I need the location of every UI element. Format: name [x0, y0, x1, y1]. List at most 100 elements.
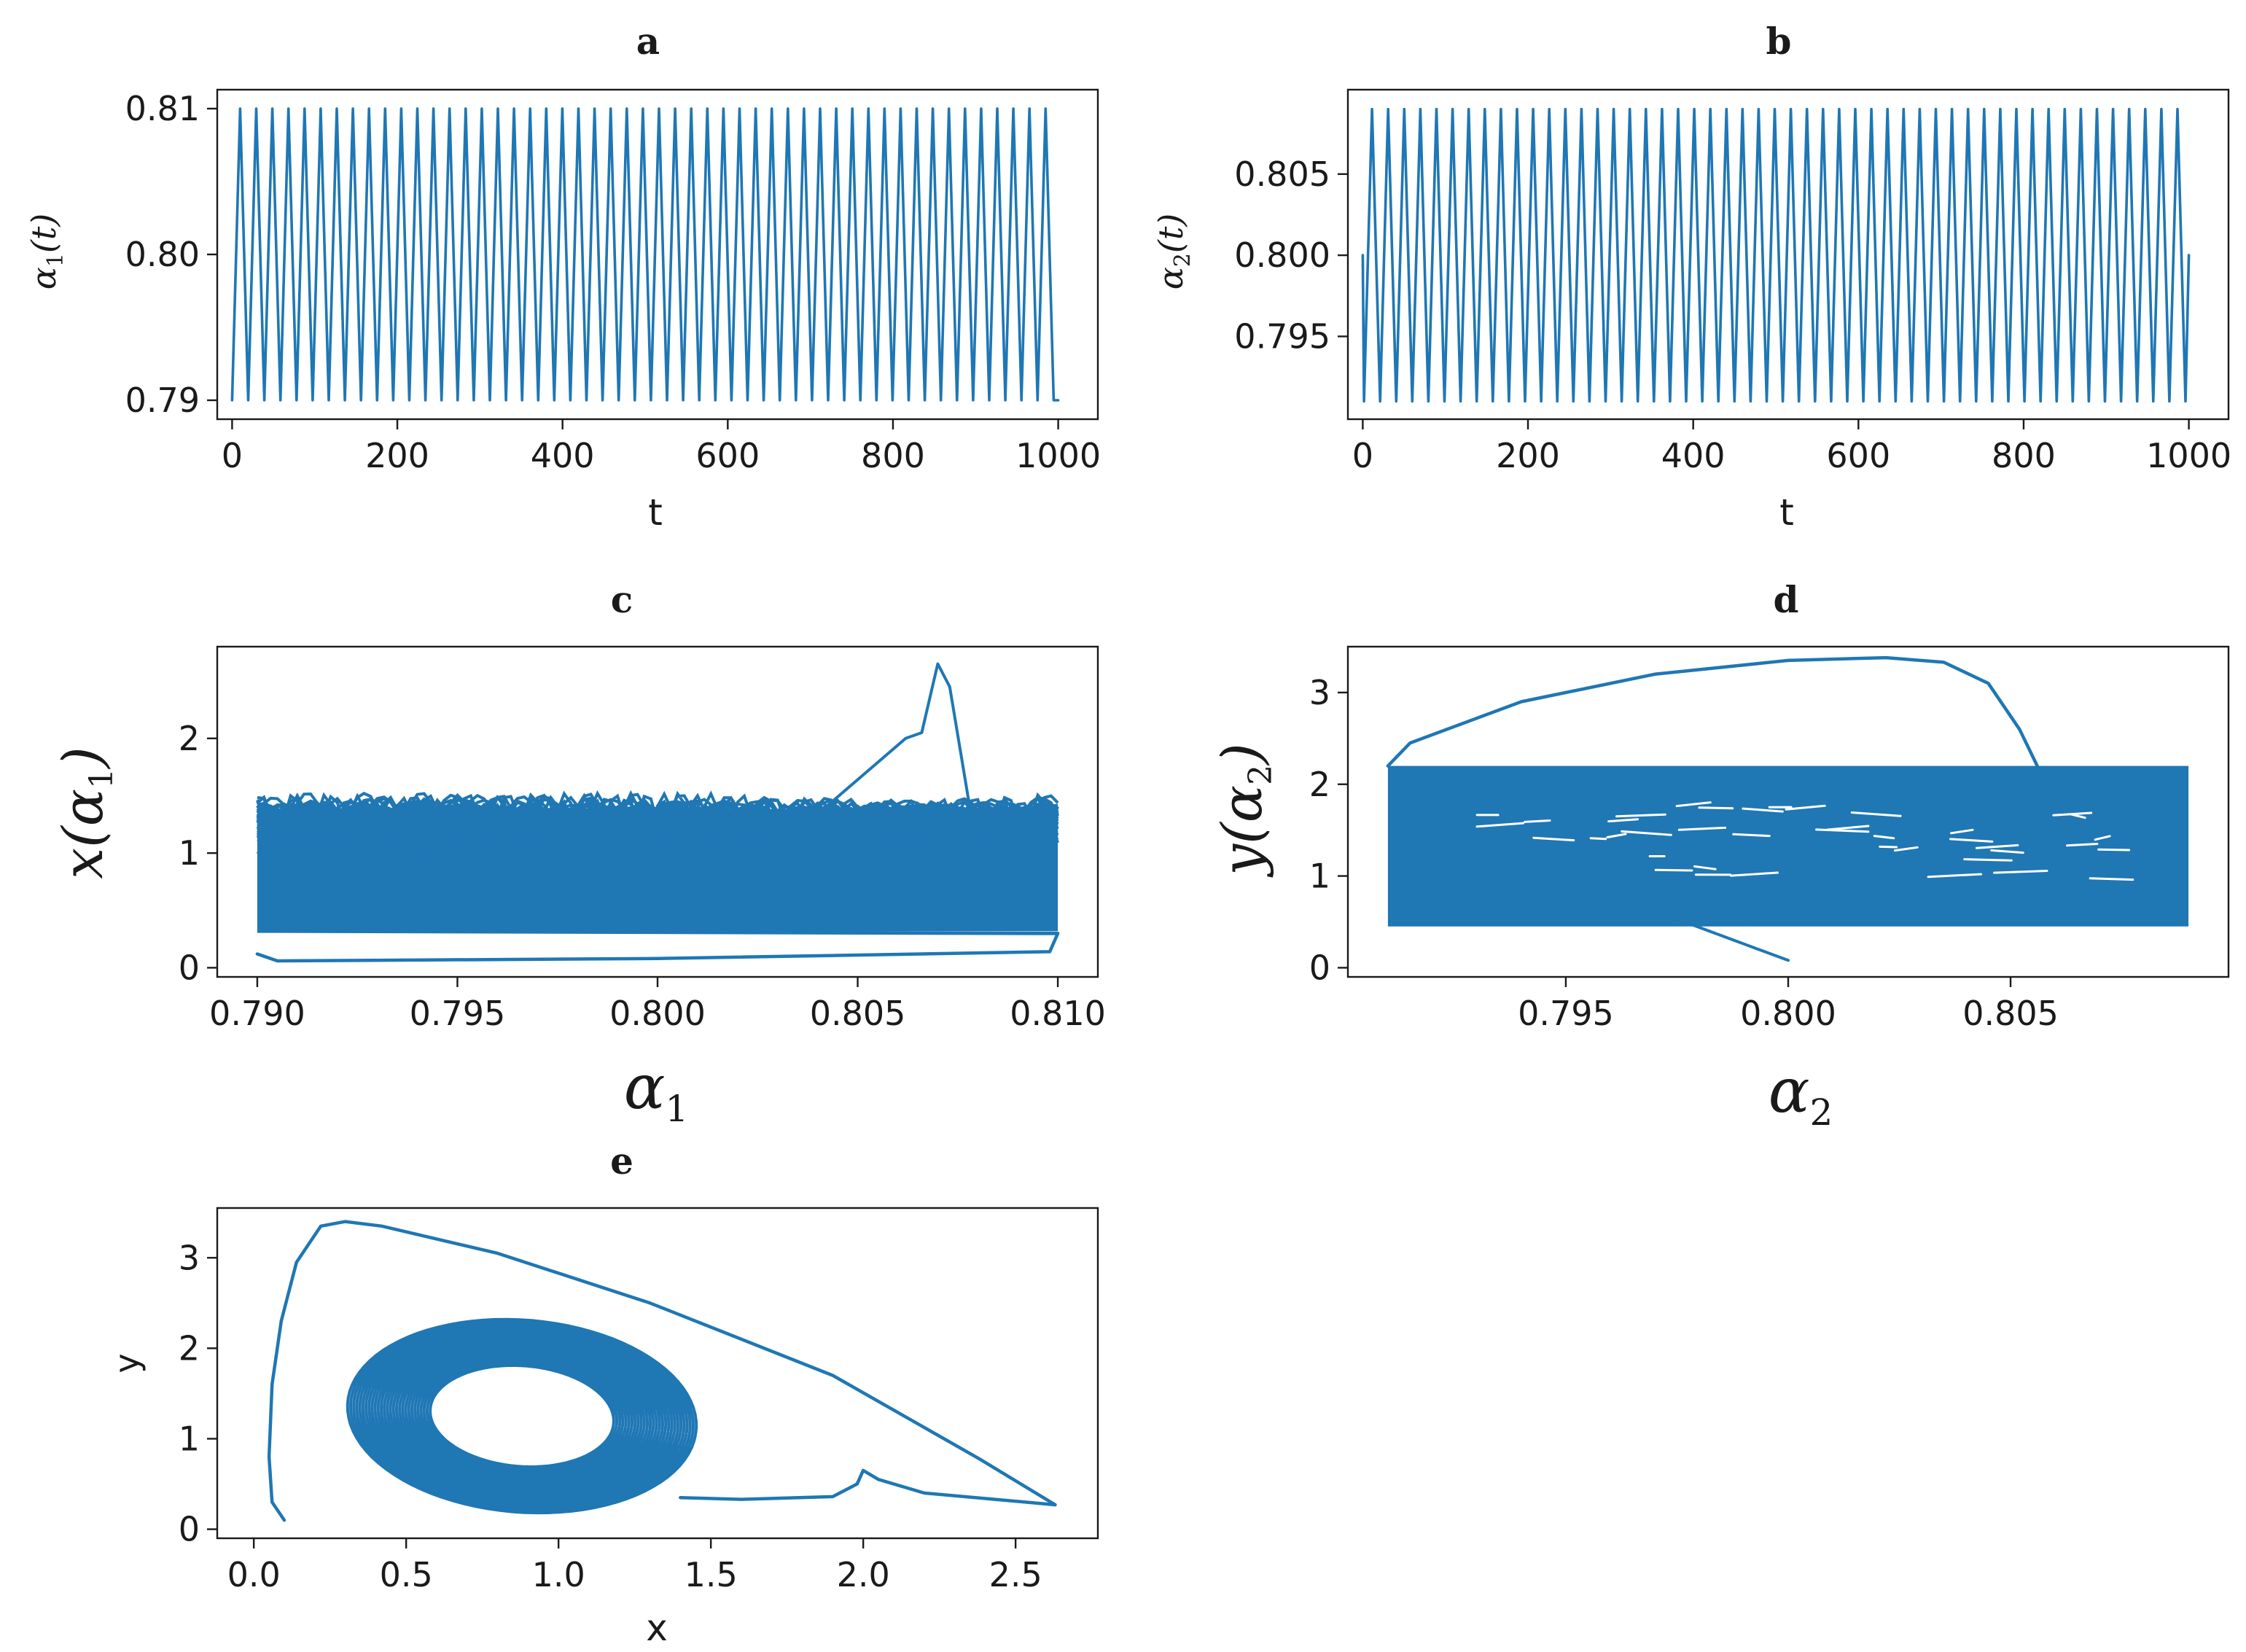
panel-d-initial-path	[1653, 909, 1790, 962]
panel-d-ylabel: y(α2)	[1209, 743, 1279, 878]
panel-c-initial-path	[255, 931, 1060, 963]
panel-e-ylabel: y	[107, 1353, 147, 1373]
panel-c-xlabel-sub: 1	[665, 1088, 688, 1130]
panel-b-ytick-label: 0.805	[1234, 155, 1330, 194]
panel-e-frame	[216, 1207, 1099, 1540]
panel-a-title: a	[636, 20, 660, 63]
panel-b-ylabel-sub: 2	[1170, 253, 1196, 267]
panel-c-xlabel-main: α	[624, 1051, 666, 1123]
panel-d-xtick-label: 0.800	[1740, 994, 1836, 1033]
panel-d-band-texture	[1475, 801, 2134, 881]
panel-c-xtick-label: 0.800	[609, 994, 706, 1033]
panel-b-xtick-label: 0	[1352, 436, 1373, 475]
panel-d-ylabel-sub: 2	[1242, 765, 1279, 785]
panel-e-ytick-label: 0	[179, 1510, 200, 1549]
panel-d-xlabel-sub: 2	[1809, 1091, 1833, 1134]
panel-c-xtick-label: 0.795	[410, 994, 506, 1033]
panel-e-attractor-loops	[346, 1317, 698, 1515]
panel-c-xtick-label: 0.810	[1010, 994, 1106, 1033]
panel-c-spike-line	[824, 662, 972, 809]
panel-b-xtick-label: 1000	[2146, 436, 2231, 475]
panel-b-ylabel-main: α	[1151, 267, 1190, 289]
panel-e-xtick-label: 2.5	[989, 1555, 1042, 1594]
panel-e-transient-path	[267, 1220, 1057, 1522]
panel-e-ytick-label: 2	[179, 1328, 200, 1368]
panel-d-xlabel-main: α	[1769, 1055, 1810, 1126]
panel-e-title: e	[610, 1139, 633, 1182]
panel-d-title: d	[1774, 578, 1799, 621]
panel-e-xtick-label: 1.5	[685, 1555, 738, 1594]
panel-c-ylabel-main: α	[50, 789, 115, 826]
panel-d-plot: 0.795 0.800 0.805 0 1 2 3	[1309, 645, 2230, 1033]
panel-a-xtick-label: 600	[695, 436, 760, 475]
panel-c-ytick-label: 0	[179, 948, 200, 987]
panel-b-xtick-label: 600	[1826, 436, 1890, 475]
panel-e-plot: 0.0 0.5 1.0 1.5 2.0 2.5 0 1 2 3	[179, 1207, 1099, 1594]
panel-d-ylabel-tail: )	[1209, 743, 1274, 766]
panel-c-xtick-label: 0.790	[209, 994, 305, 1033]
panel-d-ytick-label: 1	[1309, 857, 1330, 896]
panel-e-xtick-label: 1.0	[532, 1555, 585, 1594]
panel-b-xtick-label: 800	[1992, 436, 2056, 475]
panel-d-xtick-label: 0.805	[1962, 994, 2059, 1033]
panel-e-xlabel: x	[646, 1607, 668, 1649]
panel-c-ylabel-sub: 1	[83, 768, 120, 789]
panel-c-ylabel-tail: )	[50, 747, 115, 770]
panel-c-plot: 0.790 0.795 0.800 0.805 0.810 0 1 2	[179, 645, 1106, 1033]
panel-b-title: b	[1766, 20, 1792, 63]
panel-b-xtick-label: 400	[1661, 436, 1726, 475]
panel-c-ytick-label: 1	[179, 833, 200, 873]
panel-d-xlabel: α2	[1769, 1055, 1833, 1134]
panel-d-ytick-label: 0	[1309, 948, 1330, 987]
panel-b: b 0 200 400 600 800 1000 0.795 0.800 0.805 t α2(…	[1151, 20, 2231, 534]
panel-a-xtick-label: 200	[365, 436, 429, 475]
panel-d-transient-arc	[1386, 655, 2039, 768]
panel-c-xlabel: α1	[624, 1051, 689, 1130]
panel-e-ytick-label: 1	[179, 1419, 200, 1458]
panel-c-ytick-label: 2	[179, 719, 200, 758]
panel-a-xlabel: t	[648, 491, 663, 534]
panel-d-ytick-label: 3	[1309, 673, 1330, 712]
panel-c-trajectory-oscillations	[256, 790, 1059, 860]
panel-d-ytick-label: 2	[1309, 765, 1330, 804]
panel-d-ylabel-pre: y(	[1209, 822, 1274, 878]
panel-c-ylabel: x(α1)	[50, 747, 120, 879]
panel-c-xtick-label: 0.805	[810, 994, 906, 1033]
panel-b-series-line	[1361, 107, 2191, 403]
panel-a-ytick-label: 0.81	[125, 89, 200, 128]
panel-a-xtick-label: 0	[222, 436, 243, 475]
panel-c-title: c	[611, 578, 633, 621]
panel-a-ytick-label: 0.80	[125, 235, 200, 274]
panel-b-plot: 0 200 400 600 800 1000 0.795 0.800 0.805	[1234, 88, 2231, 475]
panel-a-xtick-label: 400	[531, 436, 595, 475]
panel-d-xtick-label: 0.795	[1518, 994, 1614, 1033]
panel-a-series-line	[230, 107, 1060, 402]
panel-a-ylabel-sub: 1	[43, 253, 69, 267]
panel-b-ytick-label: 0.800	[1234, 235, 1330, 275]
panel-a-plot: 0 200 400 600 800 1000 0.79 0.80 0.81	[125, 88, 1101, 475]
panel-e-xtick-label: 0.0	[227, 1555, 281, 1594]
panel-a: a 0 200 400 600 800 1000 0.79 0.80 0.81 t α1(t)	[24, 20, 1101, 534]
panel-e-xtick-label: 0.5	[380, 1555, 433, 1594]
panel-b-xlabel: t	[1779, 491, 1794, 534]
panel-a-ylabel: α1(t)	[24, 214, 69, 290]
panel-a-ylabel-main: α	[24, 267, 63, 289]
panel-a-ytick-label: 0.79	[125, 381, 200, 420]
panel-c-ylabel-pre: x(	[50, 825, 115, 879]
panel-a-xtick-label: 1000	[1015, 436, 1101, 475]
panel-c-band-bottom	[257, 929, 1058, 935]
panel-b-ytick-label: 0.795	[1234, 316, 1330, 356]
panel-b-ylabel-tail: (t)	[1151, 214, 1190, 253]
panel-d-trajectory-band	[1387, 765, 2189, 927]
panel-b-xtick-label: 200	[1496, 436, 1560, 475]
panel-e: e 0.0 0.5 1.0 1.5 2.0 2.5 0 1 2 3 x y	[107, 1139, 1099, 1649]
panel-a-xtick-label: 800	[861, 436, 925, 475]
panel-a-ylabel-tail: (t)	[24, 214, 63, 253]
panel-e-ytick-label: 3	[179, 1238, 200, 1277]
panel-d-ylabel-main: α	[1209, 785, 1274, 822]
panel-b-ylabel: α2(t)	[1151, 214, 1196, 290]
panel-e-xtick-label: 2.0	[837, 1555, 890, 1594]
